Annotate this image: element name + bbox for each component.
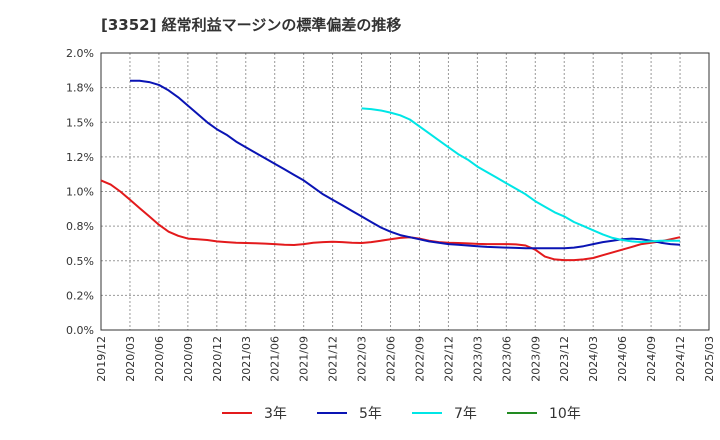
- series-lines: [100, 79, 681, 262]
- x-tick-label: 2020/09: [182, 336, 195, 382]
- y-tick-label: 0.2%: [66, 289, 94, 302]
- legend-label: 5年: [359, 406, 382, 422]
- x-tick-label: 2021/03: [240, 336, 253, 382]
- series-line: [130, 79, 681, 250]
- x-tick-label: 2024/03: [587, 336, 600, 382]
- x-tick-label: 2020/03: [124, 336, 137, 382]
- x-tick-label: 2025/03: [703, 336, 716, 382]
- legend-label: 10年: [549, 406, 581, 422]
- y-tick-label: 0.5%: [66, 255, 94, 268]
- x-tick-label: 2019/12: [95, 336, 108, 382]
- x-tick-label: 2024/12: [674, 336, 687, 382]
- x-tick-label: 2023/03: [471, 336, 484, 382]
- plot-frame: [100, 52, 710, 331]
- x-tick-label: 2022/12: [442, 336, 455, 382]
- legend: 3年 5年 7年 10年: [222, 406, 581, 422]
- x-tick-label: 2023/12: [558, 336, 571, 382]
- x-tick-label: 2021/12: [327, 336, 340, 382]
- x-tick-label: 2024/06: [616, 336, 629, 382]
- grid-lines: [101, 53, 709, 330]
- y-tick-label: 1.2%: [66, 151, 94, 164]
- x-tick-label: 2024/09: [645, 336, 658, 382]
- x-tick-label: 2020/06: [153, 336, 166, 382]
- x-axis-ticks: 2019/12 2020/03 2020/06 2020/09 2020/12 2021/…: [95, 336, 716, 382]
- y-tick-label: 0.0%: [66, 324, 94, 337]
- chart-title: [3352] 経常利益マージンの標準偏差の推移: [101, 16, 402, 34]
- x-tick-label: 2021/06: [269, 336, 282, 382]
- x-tick-label: 2023/09: [529, 336, 542, 382]
- y-tick-label: 1.5%: [66, 116, 94, 129]
- y-tick-label: 1.0%: [66, 186, 94, 199]
- series-line: [100, 179, 681, 262]
- y-tick-label: 2.0%: [66, 47, 94, 60]
- y-axis-ticks: 0.0% 0.2% 0.5% 0.8% 1.0% 1.2% 1.5% 1.8% 2.0%: [66, 47, 94, 337]
- legend-label: 7年: [454, 406, 477, 422]
- y-tick-label: 0.8%: [66, 220, 94, 233]
- x-tick-label: 2022/03: [356, 336, 369, 382]
- x-tick-label: 2022/09: [413, 336, 426, 382]
- x-tick-label: 2022/06: [385, 336, 398, 382]
- y-tick-label: 1.8%: [66, 82, 94, 95]
- legend-label: 3年: [264, 406, 287, 422]
- x-tick-label: 2023/06: [500, 336, 513, 382]
- x-tick-label: 2020/12: [211, 336, 224, 382]
- series-line: [361, 107, 680, 244]
- x-tick-label: 2021/09: [298, 336, 311, 382]
